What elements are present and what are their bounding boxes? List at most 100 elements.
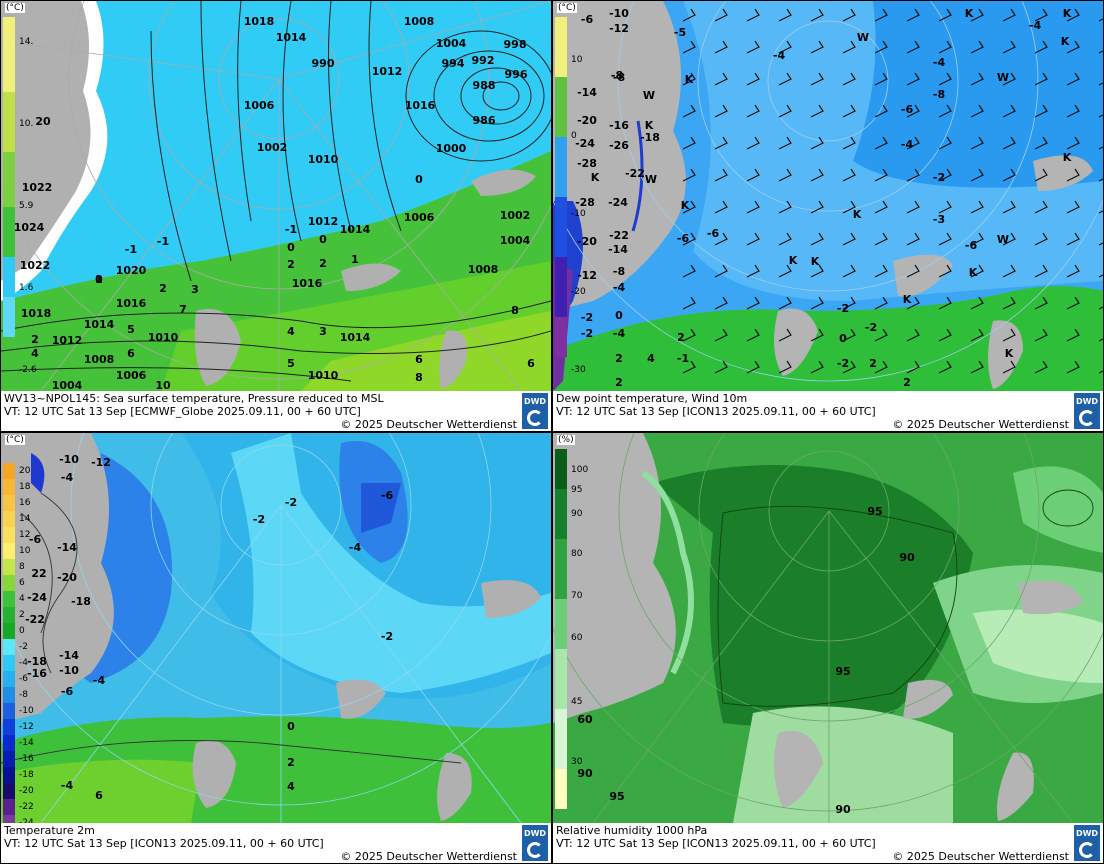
sst-label: 1: [95, 273, 103, 286]
wind-barb: [906, 136, 920, 150]
isobar-label: 1008: [468, 263, 499, 276]
wind-barb: [842, 168, 856, 182]
wind-barb: [1034, 328, 1048, 342]
legend-tick: 100: [571, 465, 589, 475]
wind-barb: [682, 104, 696, 118]
wind-barb: [842, 360, 856, 374]
sst-label: 2: [319, 257, 327, 270]
wind-barb: [778, 40, 792, 54]
dewpoint-label: 2: [615, 352, 623, 365]
t2m-label: -4: [61, 471, 74, 484]
pressure-center-label: K: [789, 254, 798, 267]
wind-barb: [842, 328, 856, 342]
caption-valid-time: VT: 12 UTC Sat 13 Sep [ECMWF_Globe 2025.…: [4, 405, 361, 418]
wind-barb: [906, 104, 920, 118]
wind-barb: [1034, 232, 1048, 246]
caption-copyright: © 2025 Deutscher Wetterdienst: [892, 850, 1069, 863]
wind-barb: [1066, 40, 1080, 54]
wind-barb: [682, 168, 696, 182]
wind-barb: [874, 360, 888, 374]
caption-rh1000: Relative humidity 1000 hPa VT: 12 UTC Sa…: [553, 823, 1103, 863]
wind-barb: [1066, 296, 1080, 310]
pressure-center-label: K: [969, 266, 978, 279]
dwd-logo: DWD: [1074, 825, 1100, 861]
legend-tick: 30: [571, 757, 583, 767]
sst-label: 20: [35, 115, 51, 128]
legend-swatch: [3, 703, 15, 719]
wind-barb: [938, 360, 952, 374]
isobar-label: 1016: [405, 99, 436, 112]
isobar-label: 1010: [308, 369, 339, 382]
isobar-label: 1012: [52, 334, 83, 347]
t2m-label: -2: [253, 513, 265, 526]
dewpoint-label: -8: [933, 88, 945, 101]
rh-label: 90: [577, 767, 593, 780]
legend-tick: 80: [571, 549, 583, 559]
wind-barb: [714, 168, 728, 182]
wind-barb: [1002, 136, 1016, 150]
isobar-label: 1010: [308, 153, 339, 166]
wind-barb: [714, 200, 728, 214]
legend-tick: -18: [19, 770, 34, 780]
isobar-label: 1016: [116, 297, 147, 310]
legend-tick: -30: [571, 365, 586, 375]
t2m-label: 4: [287, 780, 295, 793]
wind-barb: [714, 136, 728, 150]
sst-label: -1: [125, 243, 137, 256]
isobar-label: 1018: [21, 307, 52, 320]
pressure-center-label: K: [1061, 35, 1070, 48]
wind-barb: [1002, 72, 1016, 86]
dewpoint-label: -16: [609, 119, 629, 132]
isobar-label: 1004: [500, 234, 531, 247]
legend-unit: (°C): [5, 435, 25, 445]
wind-barb: [970, 232, 984, 246]
isobar-label: 1006: [244, 99, 275, 112]
sst-label: 8: [415, 371, 423, 384]
dewpoint-label: -6: [965, 239, 978, 252]
rh-label: 60: [577, 713, 593, 726]
legend-swatch: [3, 735, 15, 751]
wind-barb: [714, 360, 728, 374]
t2m-label: -4: [349, 541, 362, 554]
legend-swatch: [3, 719, 15, 735]
sst-label: 4: [287, 325, 295, 338]
wind-barb: [746, 296, 760, 310]
wind-barb: [906, 40, 920, 54]
t2m-label: 6: [95, 789, 103, 802]
sst-label: 4: [31, 347, 39, 360]
dewpoint-label: -10: [609, 7, 629, 20]
pressure-center-label: K: [645, 119, 654, 132]
caption-title: Dew point temperature, Wind 10m: [556, 392, 748, 405]
wind-barb: [842, 264, 856, 278]
sst-label: 6: [527, 357, 535, 370]
legend-swatch: [3, 479, 15, 495]
legend-tick: 4: [19, 594, 25, 604]
t2m-label: -12: [91, 456, 111, 469]
pressure-center-label: K: [1005, 347, 1014, 360]
isobar-label: 990: [312, 57, 335, 70]
dewpoint-label: 2: [677, 331, 685, 344]
legend-swatch: [3, 799, 15, 815]
t2m-label: -20: [57, 571, 77, 584]
sst-label: 6: [415, 353, 423, 366]
wind-barb: [906, 168, 920, 182]
legend-swatch: [3, 495, 15, 511]
legend-tick: -8: [19, 690, 28, 700]
isobar-label: 1010: [148, 331, 179, 344]
legend-swatch: [3, 639, 15, 655]
wind-barb: [746, 104, 760, 118]
legend-tick: 1.6: [19, 283, 34, 293]
isobar-label: 986: [473, 114, 496, 127]
wind-barb: [746, 232, 760, 246]
legend-tick: 70: [571, 591, 583, 601]
wind-barb: [1002, 360, 1016, 374]
legend-tick: -2.6: [19, 365, 37, 375]
wind-barb: [682, 360, 696, 374]
isobar-label: 994: [442, 57, 465, 70]
caption-title: Temperature 2m: [4, 824, 95, 837]
wind-barb: [1034, 104, 1048, 118]
dewpoint-label: -24: [575, 137, 595, 150]
wind-barb: [1066, 72, 1080, 86]
wind-barb: [714, 296, 728, 310]
